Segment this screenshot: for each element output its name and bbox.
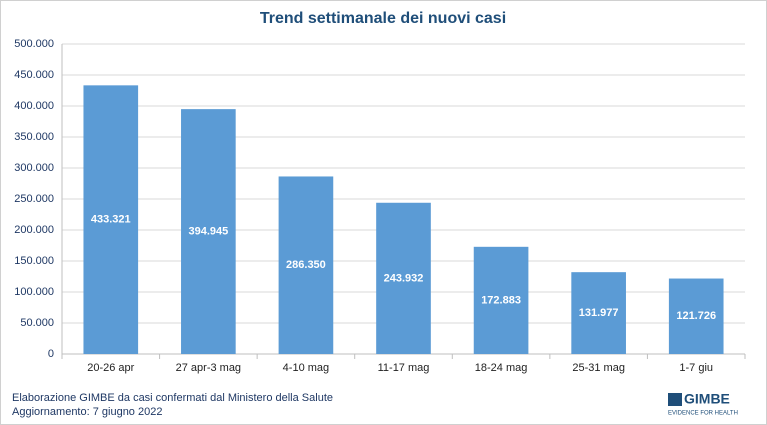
- y-tick-label: 300.000: [14, 162, 54, 174]
- x-tick-label: 25-31 mag: [572, 362, 625, 374]
- y-tick-label: 450.000: [14, 69, 54, 81]
- y-tick-label: 250.000: [14, 193, 54, 205]
- y-tick-label: 50.000: [20, 317, 54, 329]
- y-tick-label: 150.000: [14, 255, 54, 267]
- bar: [278, 176, 334, 354]
- bar: [181, 109, 236, 355]
- update-note: Aggiornamento: 7 giugno 2022: [12, 406, 162, 418]
- logo-tagline: EVIDENCE FOR HEALTH: [668, 411, 738, 417]
- value-label: 131.977: [579, 307, 619, 319]
- source-note: Elaborazione GIMBE da casi confermati da…: [12, 392, 333, 404]
- x-tick-label: 4-10 mag: [283, 362, 329, 374]
- y-tick-label: 500.000: [14, 38, 54, 50]
- logo-icon: [668, 393, 682, 406]
- x-tick-label: 27 apr-3 mag: [176, 362, 241, 374]
- bar: [83, 85, 139, 355]
- bar: [668, 278, 724, 354]
- chart-title: Trend settimanale dei nuovi casi: [260, 10, 506, 27]
- logo-name: GIMBE: [684, 391, 730, 407]
- value-label: 433.321: [91, 214, 131, 226]
- x-tick-label: 20-26 apr: [87, 362, 134, 374]
- bar: [473, 246, 529, 354]
- value-label: 172.883: [481, 294, 521, 306]
- bar: [571, 272, 626, 354]
- y-tick-label: 200.000: [14, 224, 54, 236]
- value-label: 286.350: [286, 259, 326, 271]
- y-tick-label: 100.000: [14, 286, 54, 298]
- x-tick-label: 18-24 mag: [475, 362, 528, 374]
- y-tick-label: 350.000: [14, 131, 54, 143]
- value-label: 243.932: [384, 272, 424, 284]
- y-tick-label: 400.000: [14, 100, 54, 112]
- y-tick-label: 0: [48, 348, 54, 360]
- x-tick-label: 11-17 mag: [378, 362, 430, 374]
- value-label: 394.945: [188, 225, 228, 237]
- value-label: 121.726: [676, 310, 716, 322]
- x-tick-label: 1-7 giu: [679, 362, 713, 374]
- bar: [376, 202, 431, 354]
